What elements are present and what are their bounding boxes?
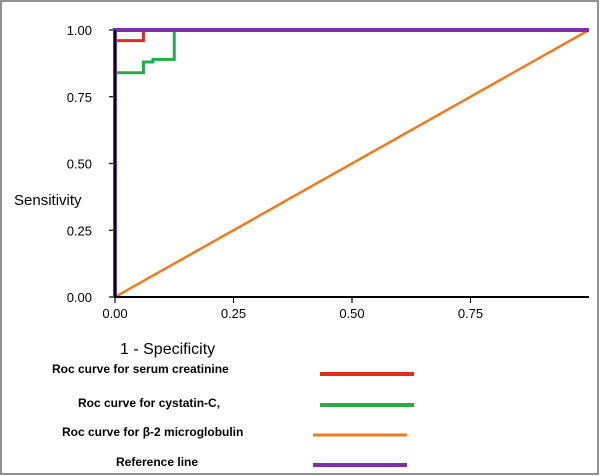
legend-label: Roc curve for β-2 microglobulin <box>62 425 243 439</box>
y-tick-label: 0.50 <box>67 157 92 172</box>
y-tick-label: 0.00 <box>67 290 92 305</box>
y-axis-label: Sensitivity <box>14 192 82 209</box>
series-line-b2-microglobulin <box>114 28 590 299</box>
y-tick-label: 0.75 <box>67 90 92 105</box>
x-axis-label: 1 - Specificity <box>120 341 215 358</box>
series-line-cystatin-c <box>113 28 589 297</box>
x-tick-label: 0.00 <box>102 306 127 321</box>
x-tick-label: 0.75 <box>458 306 483 321</box>
legend-label: Roc curve for serum creatinine <box>52 362 229 376</box>
y-tick-label: 0.25 <box>67 223 92 238</box>
x-tick-label: 0.50 <box>339 306 364 321</box>
legend-label: Roc curve for cystatin-C, <box>78 396 220 410</box>
legend-label: Reference line <box>116 455 198 469</box>
x-tick-label: 0.25 <box>221 306 246 321</box>
y-tick-label: 1.00 <box>67 23 92 38</box>
